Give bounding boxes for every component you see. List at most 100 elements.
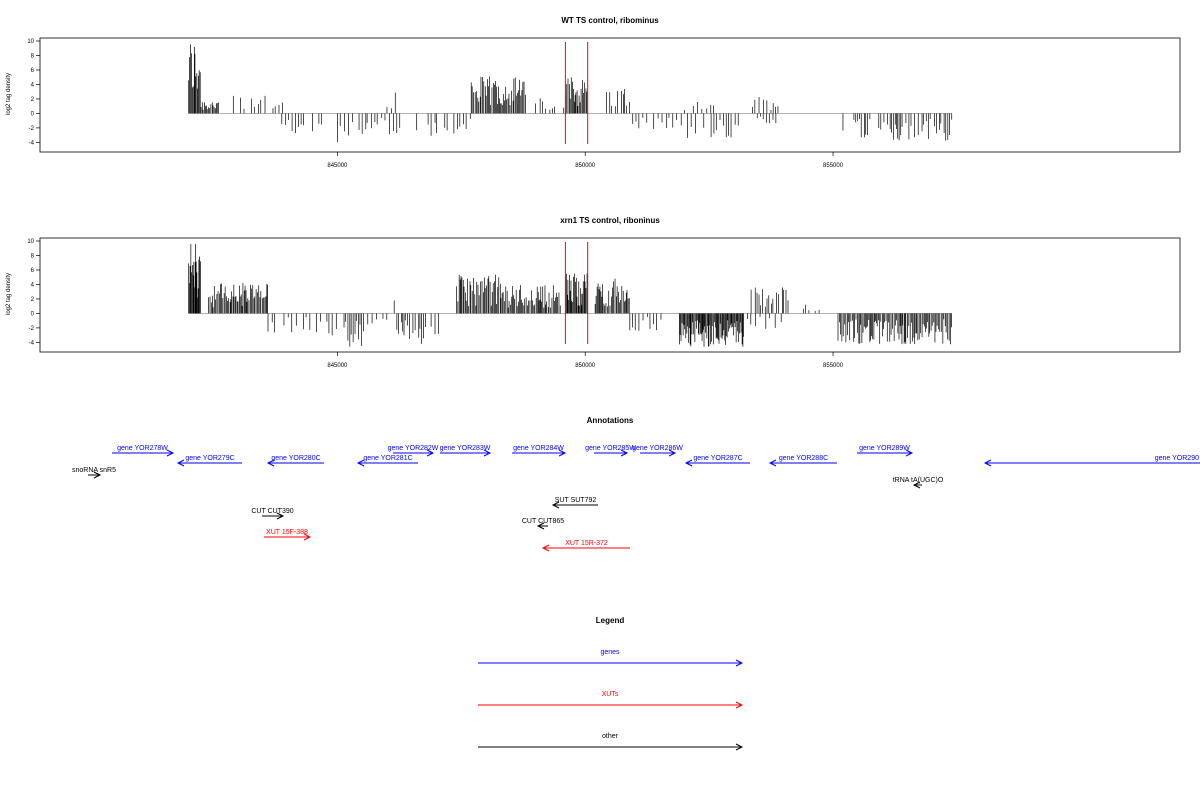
legend-entry: XUTs [478, 691, 744, 709]
annotation-arrowhead [356, 459, 365, 467]
wt-y-tick-label: -2 [29, 126, 35, 132]
wt-x-tick-label: 850000 [575, 163, 596, 169]
annotation-feature: gene YOR288C [768, 455, 837, 467]
annotation-label: gene YOR278W [117, 445, 168, 452]
annotation-arrowhead [276, 512, 285, 520]
annotation-feature: gene YOR289W [857, 445, 914, 457]
annotation-label: gene YOR284W [513, 445, 564, 452]
annotation-feature: gene YOR283W [440, 445, 492, 457]
annotation-feature: CUT CUT390 [251, 508, 294, 520]
annotation-arrowhead [983, 459, 992, 467]
annotation-label: tRNA tA(UGC)O [893, 477, 944, 484]
annotation-label: gene YOR289W [859, 445, 910, 452]
annotation-features: gene YOR278W gene YOR279C gene YOR280C gene… [72, 445, 1200, 552]
annotation-feature: gene YOR278W [112, 445, 175, 457]
xrn1-x-tick-label: 850000 [575, 363, 596, 369]
xrn1-y-tick-label: 6 [31, 268, 35, 274]
annotation-feature: snoRNA snR5 [72, 467, 116, 479]
annotation-label: gene YOR283W [440, 445, 491, 452]
annotation-arrowhead [166, 449, 175, 457]
annotation-arrowhead [551, 501, 560, 509]
legend-arrowhead [735, 701, 744, 709]
annotation-arrowhead [620, 449, 629, 457]
annotation-arrowhead [905, 449, 914, 457]
wt-axis-ticks: 10 8 6 4 2 0 -2 -4 845000 850000 855000 [27, 39, 843, 169]
wt-y-tick-label: 10 [27, 39, 34, 45]
annotation-label: snoRNA snR5 [72, 467, 116, 474]
xrn1-y-axis-label: log2 tag density [6, 273, 12, 315]
annotation-label: gene YOR287C [693, 455, 742, 462]
annotation-label: gene YOR290 [1155, 455, 1199, 462]
annotation-arrowhead [684, 459, 693, 467]
annotation-feature: gene YOR284W [512, 445, 567, 457]
annotation-feature: gene YOR285W [585, 445, 636, 457]
annotation-label: gene YOR285W [585, 445, 636, 452]
annotation-feature: gene YOR290 [983, 455, 1200, 467]
legend-label: XUTs [602, 691, 619, 698]
annotation-label: gene YOR288C [779, 455, 828, 462]
xrn1-axis-ticks: 10 8 6 4 2 0 -2 -4 845000 850000 855000 [27, 239, 843, 369]
legend-entry: genes [478, 649, 744, 667]
wt-red-markers [564, 42, 589, 144]
annotation-label: SUT SUT792 [555, 497, 597, 504]
annotation-feature: gene YOR279C [176, 455, 242, 467]
xrn1-red-markers [564, 242, 589, 344]
wt-plot-frame [39, 37, 1181, 153]
annotation-arrowhead [303, 533, 312, 541]
xrn1-y-tick-label: 8 [31, 253, 35, 259]
wt-y-tick-label: 8 [31, 53, 35, 59]
wt-bars [188, 44, 953, 143]
annotation-arrowhead [541, 544, 550, 552]
xrn1-y-tick-label: -2 [29, 326, 35, 332]
annotation-feature: XUT 15R-372 [541, 540, 630, 552]
annotation-label: XUT 15R-372 [565, 540, 608, 547]
legend-label: genes [600, 649, 620, 656]
wt-x-tick-label: 855000 [823, 163, 844, 169]
wt-track-panel: WT TS control, ribominus log2 tag densit… [6, 16, 1181, 169]
legend-arrowhead [735, 743, 744, 751]
annotation-label: CUT CUT390 [251, 508, 293, 515]
annotation-arrowhead [176, 459, 185, 467]
xrn1-bars [188, 243, 952, 347]
annotation-label: XUT 15F-388 [266, 529, 308, 536]
annotation-feature: XUT 15F-388 [264, 529, 312, 541]
annotation-arrowhead [536, 522, 545, 530]
annotation-feature: CUT CUT865 [522, 518, 564, 530]
annotation-feature: gene YOR281C [356, 455, 418, 467]
xrn1-x-tick-label: 855000 [823, 363, 844, 369]
annotations-title: Annotations [587, 416, 634, 425]
wt-y-tick-label: 2 [31, 97, 35, 103]
legend-entry: other [478, 733, 744, 751]
annotation-arrowhead [768, 459, 777, 467]
xrn1-y-tick-label: 2 [31, 297, 35, 303]
xrn1-y-tick-label: -4 [29, 340, 35, 346]
annotation-label: gene YOR280C [271, 455, 320, 462]
legend-entries: genes XUTs other [478, 649, 744, 751]
annotation-label: gene YOR281C [363, 455, 412, 462]
xrn1-track-panel: xrn1 TS control, riboninus log2 tag dens… [6, 216, 1181, 369]
annotation-feature: gene YOR287C [684, 455, 750, 467]
annotation-feature: SUT SUT792 [551, 497, 598, 509]
legend-panel: Legend genes XUTs other [478, 616, 744, 751]
wt-x-tick-label: 845000 [327, 163, 348, 169]
annotation-label: gene YOR282W [388, 445, 439, 452]
xrn1-x-tick-label: 845000 [327, 363, 348, 369]
wt-y-axis-label: log2 tag density [6, 73, 12, 115]
annotation-label: gene YOR286W [632, 445, 683, 452]
annotation-feature: gene YOR282W [388, 445, 439, 457]
wt-y-tick-label: 4 [31, 82, 35, 88]
xrn1-y-tick-label: 4 [31, 282, 35, 288]
wt-y-tick-label: 0 [31, 111, 35, 117]
legend-label: other [602, 733, 619, 740]
wt-y-tick-label: 6 [31, 68, 35, 74]
xrn1-y-tick-label: 10 [27, 239, 34, 245]
xrn1-y-tick-label: 0 [31, 311, 35, 317]
annotation-arrowhead [266, 459, 275, 467]
legend-title: Legend [596, 616, 625, 625]
annotation-arrowhead [668, 449, 677, 457]
annotation-feature: tRNA tA(UGC)O [893, 477, 944, 489]
legend-arrowhead [735, 659, 744, 667]
xrn1-plot-frame [39, 237, 1181, 353]
annotation-arrowhead [483, 449, 492, 457]
